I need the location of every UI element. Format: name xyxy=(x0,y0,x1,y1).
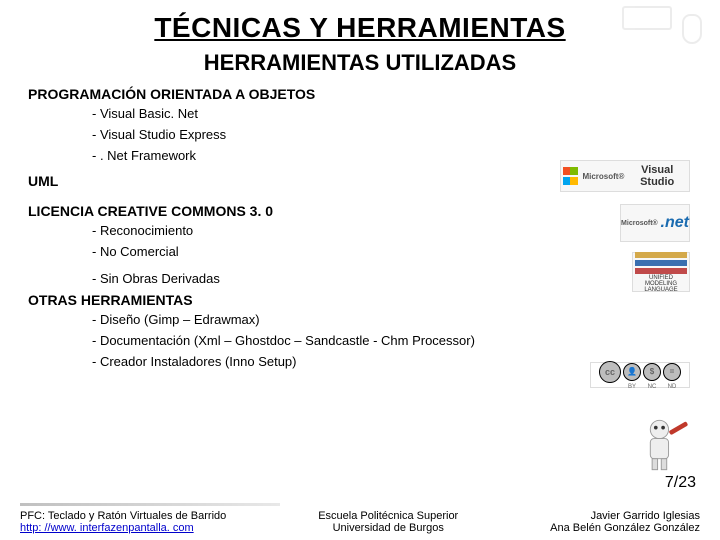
keyboard-mouse-icon xyxy=(622,6,702,46)
footer-center: Escuela Politécnica Superior Universidad… xyxy=(318,510,458,534)
divider xyxy=(20,503,280,506)
section-oop-heading: PROGRAMACIÓN ORIENTADA A OBJETOS xyxy=(28,86,692,102)
footer-project: PFC: Teclado y Ratón Virtuales de Barrid… xyxy=(20,510,226,522)
footer-right: Javier Garrido Iglesias Ana Belén Gonzál… xyxy=(550,510,700,534)
otras-item: - Documentación (Xml – Ghostdoc – Sandca… xyxy=(92,333,692,348)
dotnet-logo: Microsoft® .net xyxy=(620,204,690,242)
otras-item: - Diseño (Gimp – Edrawmax) xyxy=(92,312,692,327)
oop-item: - Visual Basic. Net xyxy=(92,106,692,121)
section-otras-heading: OTRAS HERRAMIENTAS xyxy=(28,292,692,308)
oop-item: - Visual Studio Express xyxy=(92,127,692,142)
slide-title: TÉCNICAS Y HERRAMIENTAS xyxy=(28,12,692,44)
section-cc-heading: LICENCIA CREATIVE COMMONS 3. 0 xyxy=(28,203,692,219)
page-number: 7/23 xyxy=(665,474,696,492)
footer-left: PFC: Teclado y Ratón Virtuales de Barrid… xyxy=(20,510,226,534)
cc-item: - Reconocimiento xyxy=(92,223,692,238)
robot-wrench-icon xyxy=(630,410,698,480)
footer-link[interactable]: http: //www. interfazenpantalla. com xyxy=(20,522,194,534)
slide: TÉCNICAS Y HERRAMIENTAS HERRAMIENTAS UTI… xyxy=(0,0,720,540)
footer: PFC: Teclado y Ratón Virtuales de Barrid… xyxy=(0,510,720,534)
cc-item: - No Comercial xyxy=(92,244,692,259)
visual-studio-logo: Microsoft® Visual Studio xyxy=(560,160,690,192)
slide-subtitle: HERRAMIENTAS UTILIZADAS xyxy=(28,50,692,76)
cc-license-badge: cc 👤 $ = BY NC ND xyxy=(590,362,690,388)
uml-logo: UNIFIED MODELING LANGUAGE xyxy=(632,252,690,292)
cc-item: - Sin Obras Derivadas xyxy=(92,271,692,286)
